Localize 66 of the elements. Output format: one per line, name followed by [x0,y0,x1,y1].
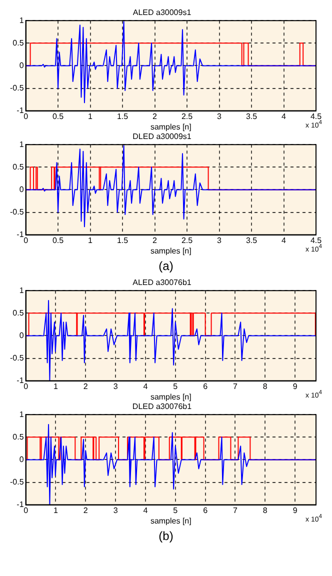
x-tick-label: 0.5 [52,112,64,121]
x-tick-label: 9 [292,382,298,391]
y-tick-label: 1 [19,410,24,419]
y-tick-label: 1 [19,140,24,149]
y-tick-label: 0.5 [12,162,24,172]
y-tick-label: 0 [19,184,24,194]
x-tick-label: 0.5 [52,236,64,245]
y-tick-label: 0.5 [12,38,24,48]
y-tick-label: -0.5 [10,83,24,92]
text: (a) [158,258,174,275]
y-tick-label: -1 [16,230,24,240]
x-tick-label: 4 [282,236,287,245]
chart-title: ALED a30076b1 [132,278,192,288]
y-tick-label: 0.5 [12,308,24,318]
x-tick-label: 3 [217,236,222,245]
x-axis-title: samples [n] [150,392,192,402]
x-tick-label: 4 [143,506,148,515]
x-tick-label: 6 [203,382,208,391]
y-tick-label: -0.5 [10,477,24,486]
x-tick-label: 2 [83,382,88,391]
x-tick-label: 7 [232,382,238,391]
x-tick-label: 3.5 [246,236,258,245]
x-tick-label: 3.5 [246,112,258,121]
x-tick-label: 4 [143,382,148,391]
x-tick-label: 1 [88,112,94,121]
y-tick-label: 0 [19,330,24,340]
x-tick-label: 5 [173,382,178,391]
chart-title: DLED a30009s1 [132,132,192,142]
x-axis-title: samples [n] [150,516,192,526]
text: (b) [158,528,174,545]
y-tick-label: -0.5 [10,207,24,216]
y-tick-label: -0.5 [10,353,24,362]
x-tick-label: 6 [203,506,208,515]
y-tick-label: -1 [16,376,24,386]
y-tick-label: 0 [19,454,24,464]
chart-title: DLED a30076b1 [132,402,192,412]
x-tick-label: 1 [53,506,58,515]
x-tick-label: 1.5 [116,112,129,121]
x-tick-label: 4 [282,112,287,121]
x-tick-label: 1.5 [116,236,129,245]
x-tick-label: 1 [53,382,58,391]
x-tick-label: 2 [152,236,158,245]
y-tick-label: 1 [19,286,24,295]
x-tick-label: 3 [113,382,118,391]
y-tick-label: -1 [16,500,24,510]
x-axis-title: samples [n] [150,122,192,132]
x-tick-label: 2.5 [181,236,194,245]
y-tick-label: 0.5 [12,432,24,442]
y-tick-label: -1 [16,106,24,116]
x-tick-label: 2 [83,506,88,515]
x-tick-label: 1 [88,236,94,245]
x-tick-label: 2.5 [181,112,194,121]
x-tick-label: 9 [292,506,298,515]
x-tick-label: 7 [232,506,238,515]
x-axis-title: samples [n] [150,246,192,256]
x-tick-label: 5 [173,506,178,515]
x-tick-label: 2 [152,112,158,121]
y-tick-label: 0 [19,60,24,70]
x-tick-label: 3 [217,112,222,121]
x-tick-label: 8 [262,506,268,515]
x-tick-label: 4.5 [310,236,322,245]
x-tick-label: 3 [113,506,118,515]
y-tick-label: 1 [19,16,24,25]
x-tick-label: 8 [262,382,268,391]
x-tick-label: 4.5 [310,112,322,121]
chart-title: ALED a30009s1 [132,8,192,18]
